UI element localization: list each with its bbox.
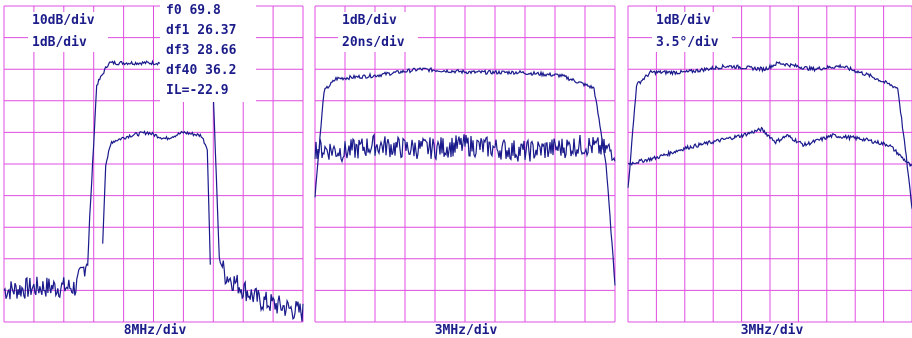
panel-2-grid bbox=[314, 5, 616, 323]
panel-2-trace-2 bbox=[314, 132, 616, 164]
panel-2-traces bbox=[314, 67, 616, 286]
readout-df40: df40 36.2 bbox=[166, 63, 236, 78]
panel-1-trace-2 bbox=[102, 130, 211, 265]
panel-3-trace-2 bbox=[627, 126, 912, 168]
panel-1-scale-line-1: 10dB/div bbox=[32, 13, 95, 28]
panel-2-scale-label-box bbox=[338, 12, 418, 52]
panel-1-scale-line-2: 1dB/div bbox=[32, 35, 87, 50]
panel-1-scale-label-box bbox=[28, 12, 108, 52]
readout-il: IL=-22.9 bbox=[166, 83, 229, 98]
panel-3-scale-label-box bbox=[652, 12, 732, 52]
panel-3-x-label: 3MHz/div bbox=[741, 323, 804, 338]
readout-df1: df1 26.37 bbox=[166, 23, 236, 38]
panel-1-x-label: 8MHz/div bbox=[124, 323, 187, 338]
panel-2-scale-line-2: 20ns/div bbox=[342, 35, 405, 50]
panel-1-traces bbox=[3, 59, 304, 322]
panel-1-trace-1 bbox=[3, 59, 304, 322]
panel-3-scale-line-2: 3.5°/div bbox=[656, 35, 719, 50]
panel-1: 10dB/div 1dB/div f0 69.8 df1 26.37 df3 2… bbox=[3, 2, 304, 338]
panel-3-trace-1 bbox=[627, 61, 912, 209]
panel-2-x-label: 3MHz/div bbox=[435, 323, 498, 338]
panel-2: 1dB/div 20ns/div 3MHz/div bbox=[314, 5, 616, 338]
readout-box bbox=[160, 2, 256, 102]
panel-3-scale-line-1: 1dB/div bbox=[656, 13, 711, 28]
panel-3-traces bbox=[627, 61, 912, 209]
readout-f0: f0 69.8 bbox=[166, 3, 221, 18]
panel-3-grid bbox=[627, 5, 912, 323]
panel-2-trace-1 bbox=[314, 67, 616, 286]
panel-3: 1dB/div 3.5°/div 3MHz/div bbox=[627, 5, 912, 338]
readout-df3: df3 28.66 bbox=[166, 43, 237, 58]
panel-2-scale-line-1: 1dB/div bbox=[342, 13, 397, 28]
